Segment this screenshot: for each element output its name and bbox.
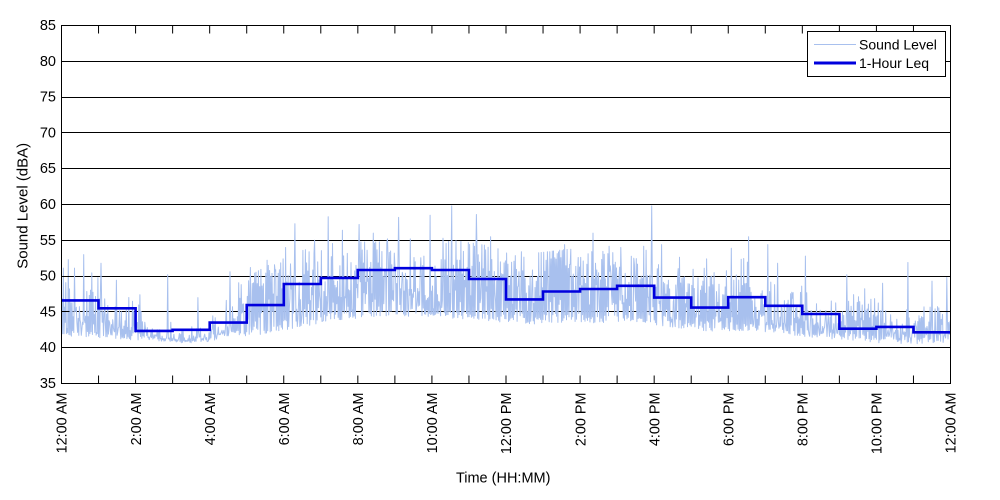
svg-text:4:00 AM: 4:00 AM: [203, 393, 219, 446]
svg-text:12:00 AM: 12:00 AM: [944, 393, 960, 454]
svg-text:75: 75: [40, 90, 56, 106]
svg-text:55: 55: [40, 233, 56, 249]
svg-text:70: 70: [40, 125, 56, 141]
svg-text:10:00 PM: 10:00 PM: [870, 393, 886, 455]
svg-text:65: 65: [40, 161, 56, 177]
svg-text:12:00 PM: 12:00 PM: [499, 393, 515, 455]
svg-text:Sound Level: Sound Level: [859, 37, 937, 53]
svg-text:2:00 PM: 2:00 PM: [573, 393, 589, 447]
svg-text:45: 45: [40, 304, 56, 320]
svg-text:Time (HH:MM): Time (HH:MM): [456, 470, 551, 486]
svg-text:40: 40: [40, 340, 56, 356]
svg-text:4:00 PM: 4:00 PM: [647, 393, 663, 447]
svg-text:60: 60: [40, 197, 56, 213]
svg-text:6:00 PM: 6:00 PM: [722, 393, 738, 447]
svg-text:Sound Level (dBA): Sound Level (dBA): [15, 143, 32, 269]
svg-text:35: 35: [40, 376, 56, 392]
svg-text:50: 50: [40, 269, 56, 285]
svg-text:8:00 PM: 8:00 PM: [796, 393, 812, 447]
svg-text:6:00 AM: 6:00 AM: [277, 393, 293, 446]
svg-text:85: 85: [40, 18, 56, 34]
svg-text:8:00 AM: 8:00 AM: [351, 393, 367, 446]
svg-text:10:00 AM: 10:00 AM: [425, 393, 441, 454]
svg-text:80: 80: [40, 54, 56, 70]
svg-text:12:00 AM: 12:00 AM: [55, 393, 71, 454]
svg-text:2:00 AM: 2:00 AM: [129, 393, 145, 446]
svg-text:1-Hour Leq: 1-Hour Leq: [859, 55, 929, 71]
